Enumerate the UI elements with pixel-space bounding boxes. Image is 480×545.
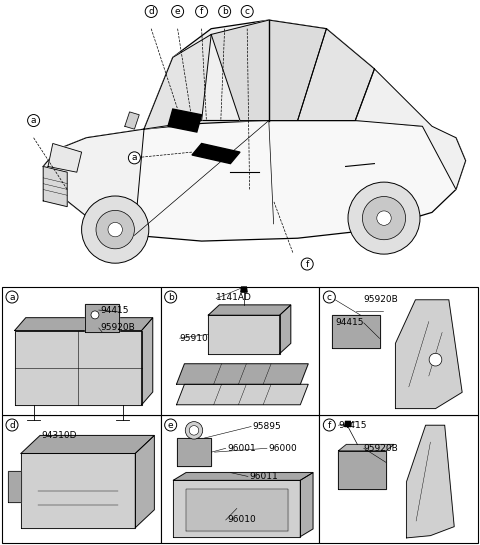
Circle shape — [324, 419, 336, 431]
Polygon shape — [43, 166, 67, 207]
Polygon shape — [208, 305, 291, 315]
Text: f: f — [306, 259, 309, 269]
Polygon shape — [142, 318, 153, 405]
Polygon shape — [144, 20, 374, 129]
Text: e: e — [175, 7, 180, 16]
Circle shape — [301, 258, 313, 270]
Text: a: a — [132, 153, 137, 162]
Text: 95920B: 95920B — [100, 324, 135, 332]
Text: 96001: 96001 — [228, 444, 256, 453]
Polygon shape — [15, 330, 142, 405]
Text: 94310D: 94310D — [42, 431, 77, 440]
Polygon shape — [48, 143, 82, 172]
Text: f: f — [328, 421, 331, 429]
Polygon shape — [396, 300, 462, 409]
Polygon shape — [125, 112, 139, 129]
Circle shape — [6, 419, 18, 431]
Circle shape — [82, 196, 149, 263]
Circle shape — [28, 114, 39, 126]
Polygon shape — [177, 384, 308, 405]
Polygon shape — [21, 435, 155, 453]
Polygon shape — [173, 473, 313, 480]
Text: 94415: 94415 — [335, 318, 364, 328]
Circle shape — [108, 222, 122, 237]
Circle shape — [6, 291, 18, 303]
Text: 95910: 95910 — [180, 334, 208, 343]
Text: f: f — [200, 7, 203, 16]
Circle shape — [96, 210, 134, 249]
Polygon shape — [43, 120, 466, 241]
Text: 96011: 96011 — [250, 472, 278, 481]
Bar — [319, 287, 478, 415]
Circle shape — [324, 291, 336, 303]
Polygon shape — [211, 20, 326, 120]
Bar — [319, 415, 478, 543]
Polygon shape — [338, 451, 386, 489]
Polygon shape — [84, 304, 120, 332]
Polygon shape — [177, 438, 211, 466]
Bar — [161, 287, 319, 415]
Circle shape — [241, 5, 253, 17]
Bar — [2, 415, 161, 543]
Polygon shape — [338, 444, 394, 451]
Text: d: d — [9, 421, 15, 429]
Polygon shape — [345, 421, 351, 427]
Circle shape — [185, 422, 203, 439]
Circle shape — [348, 182, 420, 254]
Text: 1141AD: 1141AD — [216, 293, 252, 302]
Circle shape — [91, 311, 99, 319]
Polygon shape — [21, 453, 135, 528]
Polygon shape — [208, 315, 280, 354]
Polygon shape — [407, 425, 454, 538]
Circle shape — [362, 197, 406, 240]
Text: b: b — [222, 7, 228, 16]
Circle shape — [172, 5, 184, 17]
Text: 94415: 94415 — [100, 306, 129, 314]
Text: 96010: 96010 — [228, 516, 256, 524]
Circle shape — [165, 291, 177, 303]
Polygon shape — [15, 318, 153, 330]
Polygon shape — [192, 143, 240, 164]
Circle shape — [165, 419, 177, 431]
Text: a: a — [9, 293, 15, 301]
Polygon shape — [43, 129, 144, 235]
Polygon shape — [177, 364, 308, 384]
Circle shape — [129, 152, 140, 164]
Polygon shape — [332, 315, 380, 348]
Text: 95920B: 95920B — [364, 295, 398, 304]
Circle shape — [429, 353, 442, 366]
Polygon shape — [168, 109, 202, 132]
Circle shape — [219, 5, 231, 17]
Text: b: b — [168, 293, 174, 301]
Bar — [161, 415, 319, 543]
Polygon shape — [355, 69, 466, 190]
Text: 95920B: 95920B — [364, 444, 398, 453]
Polygon shape — [173, 480, 300, 537]
Circle shape — [196, 5, 208, 17]
Text: 96000: 96000 — [269, 444, 297, 453]
Polygon shape — [241, 287, 247, 292]
Circle shape — [189, 426, 199, 435]
Circle shape — [377, 211, 391, 225]
Text: a: a — [31, 116, 36, 125]
Bar — [2, 287, 161, 415]
Polygon shape — [144, 34, 211, 129]
Polygon shape — [186, 489, 288, 531]
Text: c: c — [245, 7, 250, 16]
Circle shape — [145, 5, 157, 17]
Text: e: e — [168, 421, 173, 429]
Polygon shape — [300, 473, 313, 537]
Text: 95895: 95895 — [252, 422, 281, 431]
Polygon shape — [8, 471, 21, 501]
Polygon shape — [135, 435, 155, 528]
Text: c: c — [327, 293, 332, 301]
Text: d: d — [148, 7, 154, 16]
Polygon shape — [280, 305, 291, 354]
Text: 94415: 94415 — [338, 421, 367, 430]
Polygon shape — [298, 29, 374, 120]
